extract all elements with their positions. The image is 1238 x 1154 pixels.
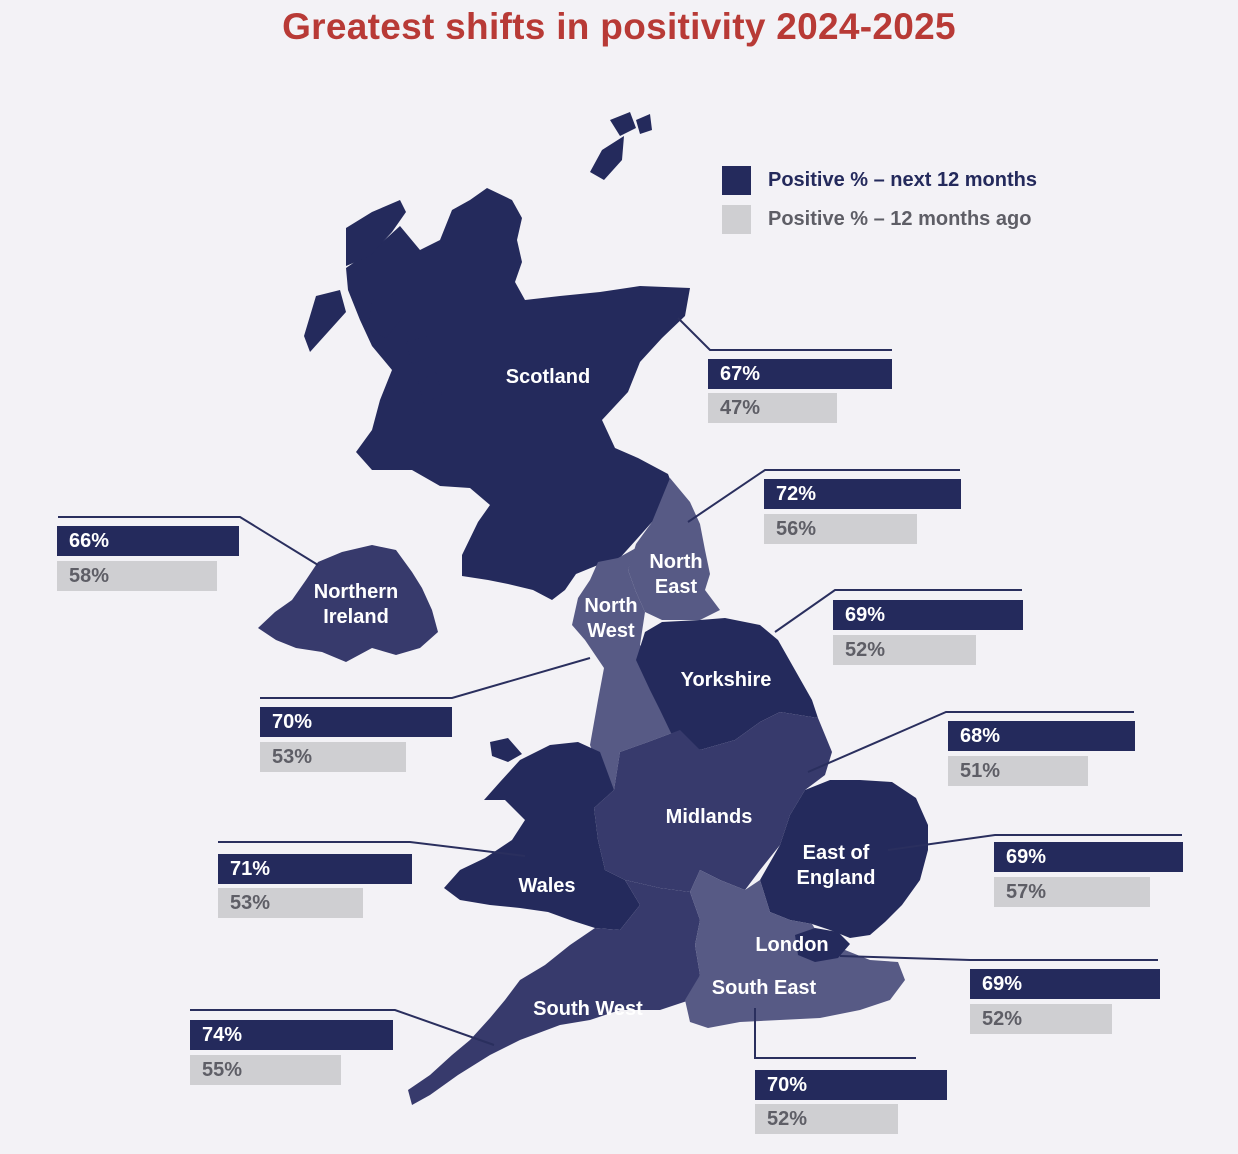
callout-line-east-of-england xyxy=(887,834,1182,851)
label-south-east: South East xyxy=(712,977,817,999)
bar-ago-north-west: 53% xyxy=(260,742,406,772)
callout-line-wales xyxy=(218,841,526,857)
label-midlands: Midlands xyxy=(666,806,753,828)
label-northern-ireland-line-2: Ireland xyxy=(323,606,389,628)
callout-line-south-west xyxy=(190,1009,495,1046)
bar-next-london: 69% xyxy=(970,969,1160,999)
label-north-east: North East xyxy=(649,551,702,598)
region-north-west xyxy=(572,548,680,790)
callout-line-north-west xyxy=(260,657,591,699)
label-london: London xyxy=(755,934,828,956)
label-scotland: Scotland xyxy=(506,366,590,388)
bar-ago-scotland: 47% xyxy=(708,393,837,423)
label-south-west: South West xyxy=(533,998,643,1020)
label-north-west-line-2: West xyxy=(587,620,635,642)
bar-ago-wales: 53% xyxy=(218,888,363,918)
callout-line-scotland xyxy=(677,317,892,351)
bar-next-northern-ireland: 66% xyxy=(57,526,239,556)
bar-next-south-east: 70% xyxy=(755,1070,947,1100)
bar-next-wales: 71% xyxy=(218,854,412,884)
bar-next-south-west: 74% xyxy=(190,1020,393,1050)
region-midlands xyxy=(594,712,832,892)
callout-lines xyxy=(58,317,1182,1059)
label-east-of-england-line-1: East of xyxy=(803,842,870,864)
legend-label-ago: Positive % – 12 months ago xyxy=(768,208,1032,230)
label-north-west: North West xyxy=(584,595,637,642)
region-east-of-england xyxy=(760,780,928,938)
region-south-west xyxy=(408,880,700,1105)
label-east-of-england: East of England xyxy=(797,842,876,889)
bar-ago-yorkshire: 52% xyxy=(833,635,976,665)
region-london xyxy=(795,928,850,962)
callout-line-northern-ireland xyxy=(58,516,319,566)
legend-item-12-months-ago: Positive % – 12 months ago xyxy=(722,205,1031,234)
label-north-east-line-1: North xyxy=(649,551,702,573)
bar-ago-north-east: 56% xyxy=(764,514,917,544)
bar-next-north-east: 72% xyxy=(764,479,961,509)
region-northern-ireland xyxy=(258,545,438,662)
bar-next-east-of-england: 69% xyxy=(994,842,1183,872)
legend-swatch-ago xyxy=(722,205,751,234)
callout-line-yorkshire xyxy=(774,589,1022,633)
bar-ago-south-west: 55% xyxy=(190,1055,341,1085)
label-northern-ireland: Northern Ireland xyxy=(314,581,398,628)
label-yorkshire: Yorkshire xyxy=(681,669,772,691)
bar-ago-northern-ireland: 58% xyxy=(57,561,217,591)
legend-item-next-12-months: Positive % – next 12 months xyxy=(722,166,1037,195)
label-north-east-line-2: East xyxy=(655,576,698,598)
callout-line-north-east xyxy=(687,469,960,523)
bar-next-north-west: 70% xyxy=(260,707,452,737)
region-south-east xyxy=(685,870,905,1028)
legend-label-next: Positive % – next 12 months xyxy=(768,169,1037,191)
label-wales: Wales xyxy=(518,875,575,897)
label-north-west-line-1: North xyxy=(584,595,637,617)
legend-swatch-next xyxy=(722,166,751,195)
chart-title: Greatest shifts in positivity 2024-2025 xyxy=(282,6,956,47)
region-scotland xyxy=(346,188,690,600)
callout-line-london xyxy=(839,955,1158,961)
callout-line-midlands xyxy=(807,711,1134,773)
region-north-east xyxy=(628,478,720,620)
label-east-of-england-line-2: England xyxy=(797,867,876,889)
region-wales xyxy=(444,738,640,930)
region-scotland-islands xyxy=(304,112,652,404)
bar-next-scotland: 67% xyxy=(708,359,892,389)
bar-ago-east-of-england: 57% xyxy=(994,877,1150,907)
bar-ago-london: 52% xyxy=(970,1004,1112,1034)
label-northern-ireland-line-1: Northern xyxy=(314,581,398,603)
bar-next-yorkshire: 69% xyxy=(833,600,1023,630)
region-yorkshire xyxy=(636,618,818,750)
bar-next-midlands: 68% xyxy=(948,721,1135,751)
callout-line-south-east xyxy=(754,1008,916,1059)
label-scotland-line-1: Scotland xyxy=(506,366,590,388)
bar-ago-south-east: 52% xyxy=(755,1104,898,1134)
bar-ago-midlands: 51% xyxy=(948,756,1088,786)
